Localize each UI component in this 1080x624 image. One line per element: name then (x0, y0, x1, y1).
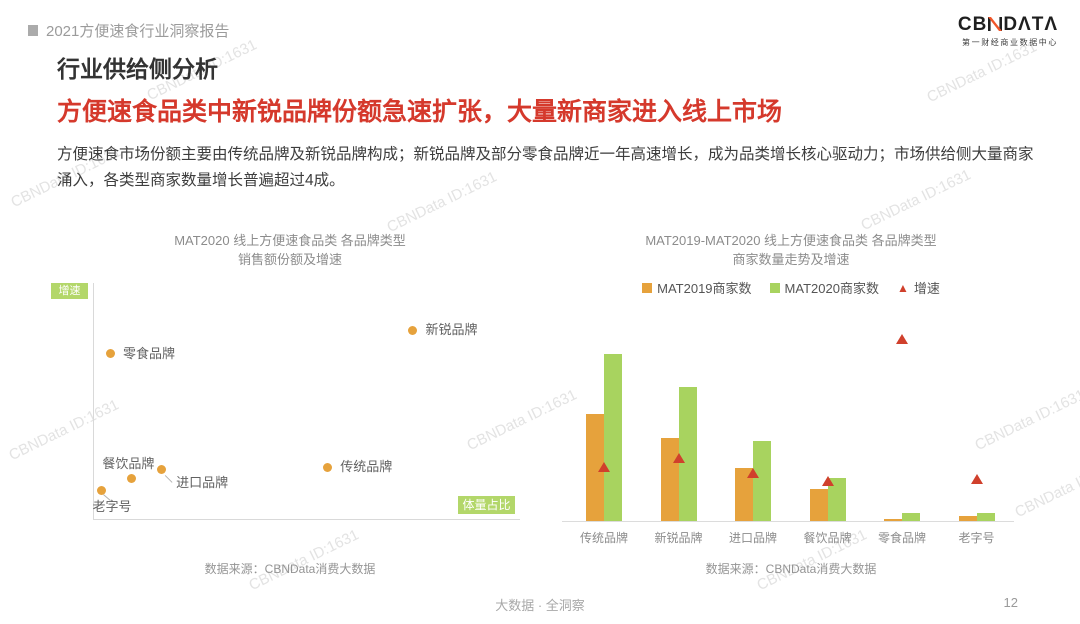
legend-label-growth: 增速 (913, 281, 940, 296)
left-chart-title-line2: 销售额份额及增速 (237, 252, 342, 267)
bar-category-label: 零食品牌 (877, 531, 926, 545)
logo-data: DΛTΛ (1003, 14, 1058, 35)
bar-mat2019 (809, 489, 828, 521)
scatter-x-axis (93, 519, 520, 520)
legend-item-growth: ▲ 增速 (897, 278, 940, 297)
scatter-point (97, 486, 107, 496)
bar-category-label: 传统品牌 (579, 531, 628, 545)
scatter-point (126, 474, 136, 484)
bar-mat2020 (678, 387, 697, 521)
right-chart-title: MAT2019-MAT2020 线上方便速食品类 各品牌类型 商家数量走势及增速 (591, 231, 991, 269)
right-chart-title-line1: MAT2019-MAT2020 线上方便速食品类 各品牌类型 (645, 233, 937, 248)
cbndata-logo: CB DΛTΛ 第一财经商业数据中心 (958, 15, 1058, 48)
logo-wordmark: CB DΛTΛ (958, 15, 1058, 35)
growth-triangle-icon (747, 468, 759, 479)
bar-category-label: 进口品牌 (728, 531, 777, 545)
logo-n-icon (988, 17, 1003, 31)
scatter-point (322, 462, 332, 472)
bar-mat2019 (660, 437, 679, 521)
scatter-y-axis (93, 283, 94, 519)
scatter-point (408, 325, 417, 335)
scatter-y-axis-label: 增速 (51, 283, 88, 299)
left-chart-title-line1: MAT2020 线上方便速食品类 各品牌类型 (174, 233, 406, 248)
bar-mat2019 (884, 519, 902, 521)
bar-mat2020 (976, 512, 995, 521)
growth-triangle-icon (598, 461, 610, 472)
bar-mat2020 (902, 512, 920, 521)
headline: 方便速食品类中新锐品牌份额急速扩张，大量新商家进入线上市场 (57, 98, 783, 126)
scatter-point-label: 新锐品牌 (425, 322, 478, 338)
body-text: 方便速食市场份额主要由传统品牌及新锐品牌构成；新锐品牌及部分零食品牌近一年高速增… (57, 146, 1034, 189)
legend-triangle-icon: ▲ (896, 280, 909, 295)
bar-category-label: 餐饮品牌 (803, 531, 852, 545)
bar-x-axis (562, 521, 1014, 522)
scatter-point-label: 零食品牌 (123, 345, 176, 361)
legend-label-mat2020: MAT2020商家数 (784, 281, 879, 296)
growth-triangle-icon (896, 334, 908, 344)
bar-category-label: 新锐品牌 (654, 531, 703, 545)
legend-item-mat2019: MAT2019商家数 (642, 278, 752, 297)
scatter-point (105, 349, 115, 359)
scatter-point-label: 进口品牌 (176, 475, 229, 491)
section-title: 行业供给侧分析 (57, 56, 218, 82)
bar-chart-legend: MAT2019商家数 MAT2020商家数 ▲ 增速 (591, 278, 991, 297)
scatter-point-label: 餐饮品牌 (102, 455, 155, 471)
legend-item-mat2020: MAT2020商家数 (769, 278, 879, 297)
page-number: 12 (1003, 595, 1018, 610)
footer-slogan: 大数据 · 全洞察 (495, 598, 585, 613)
bullet-square-icon (28, 25, 38, 36)
scatter-point-label: 传统品牌 (340, 459, 393, 475)
right-chart-title-line2: 商家数量走势及增速 (732, 252, 850, 267)
right-chart-source: 数据来源：CBNData消费大数据 (705, 562, 877, 576)
scatter-point-label: 老字号 (92, 498, 132, 514)
legend-label-mat2019: MAT2019商家数 (657, 281, 752, 296)
scatter-x-axis-label: 体量占比 (458, 496, 515, 514)
bar-mat2020 (827, 477, 846, 521)
bar-mat2020 (604, 354, 622, 521)
bar-category-label: 老字号 (958, 531, 995, 545)
bar-mat2019 (735, 467, 753, 521)
bar-mat2019 (958, 515, 977, 521)
scatter-point (156, 464, 166, 474)
bar-mat2019 (586, 414, 604, 521)
left-chart-title: MAT2020 线上方便速食品类 各品牌类型 销售额份额及增速 (90, 231, 490, 269)
legend-swatch-green-icon (769, 282, 780, 293)
report-tag-label: 2021方便速食行业洞察报告 (46, 23, 230, 40)
growth-triangle-icon (672, 452, 685, 463)
growth-triangle-icon (821, 476, 834, 487)
report-tag: 2021方便速食行业洞察报告 (28, 20, 229, 41)
bar-mat2020 (753, 440, 771, 521)
growth-triangle-icon (970, 474, 983, 485)
logo-subtitle: 第一财经商业数据中心 (962, 38, 1058, 47)
logo-cb: CB (957, 14, 988, 35)
left-chart-source: 数据来源：CBNData消费大数据 (204, 562, 376, 576)
legend-swatch-orange-icon (642, 282, 653, 293)
